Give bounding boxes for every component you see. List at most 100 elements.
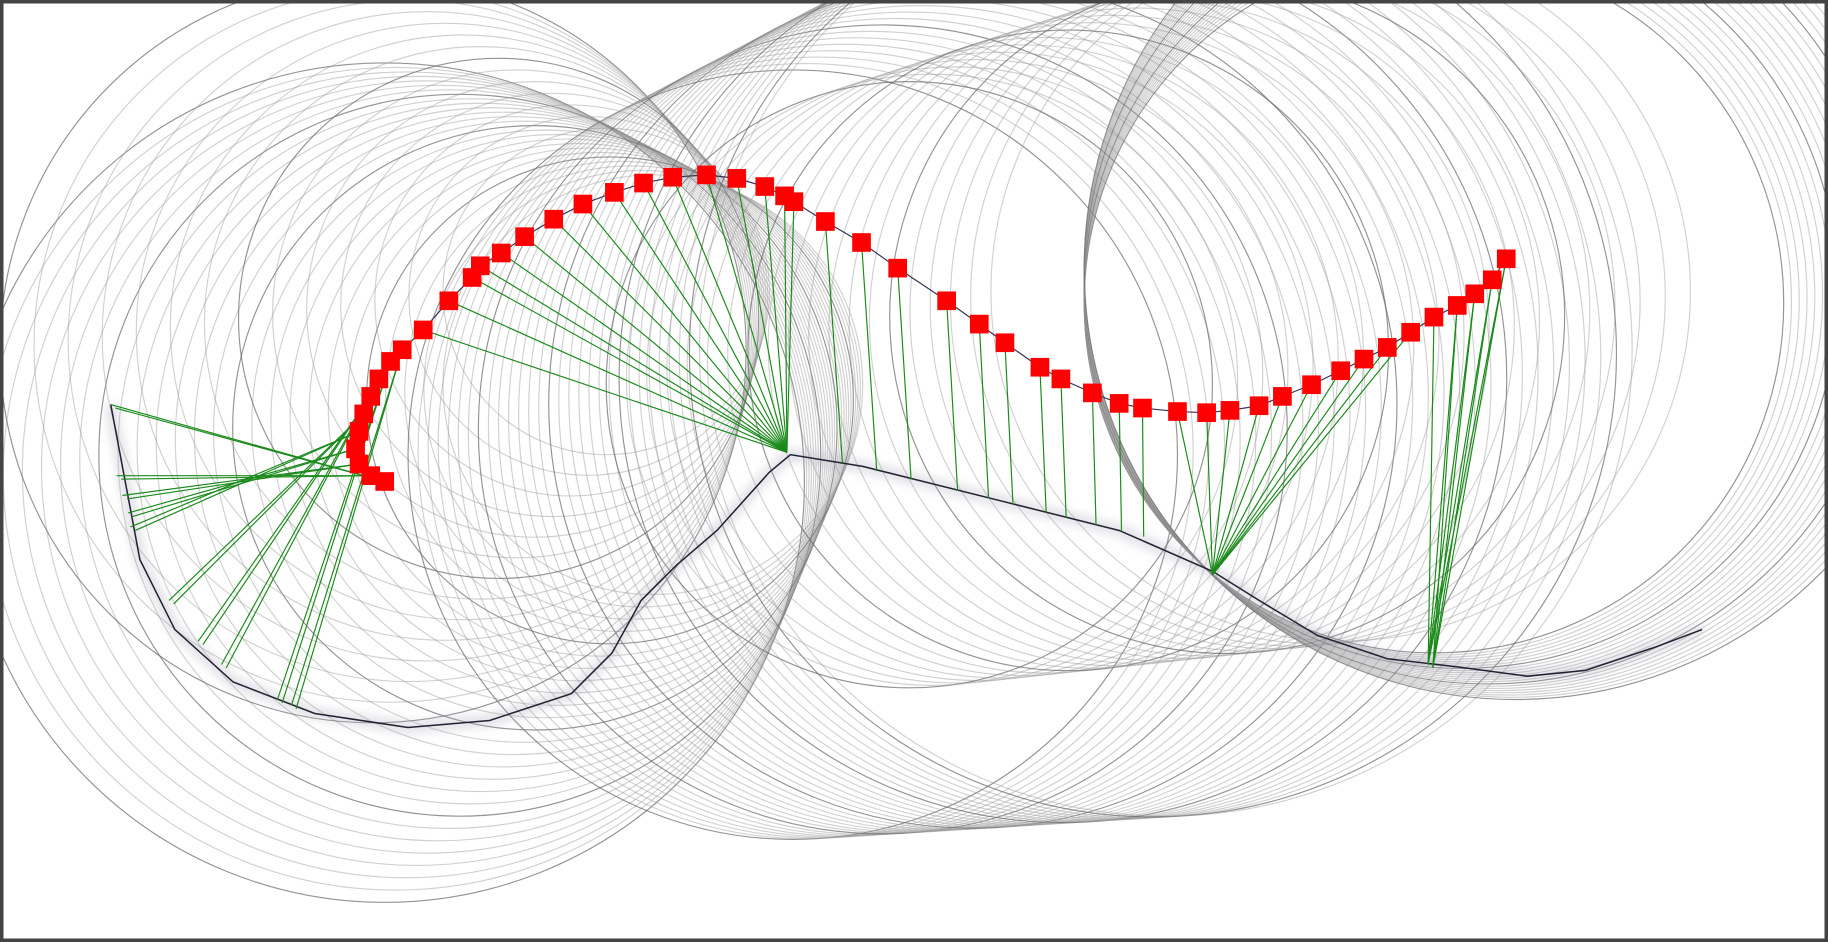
point-marker [1302,375,1321,395]
point-marker [1401,322,1420,342]
point-marker [1377,338,1397,357]
construction-circle [767,22,1415,669]
construction-circle [135,22,754,641]
construction-circle [605,81,1214,689]
point-marker [1051,369,1071,389]
link-line [1427,293,1476,665]
link-line [1211,370,1342,576]
point-marker [1109,394,1129,413]
construction-circle [237,57,760,580]
link-line [448,300,788,453]
link-line [1141,408,1145,537]
construction-circle [648,3,1555,821]
point-marker [1273,387,1292,406]
construction-circle [848,3,1515,659]
construction-circle [528,3,1367,831]
link-line [1091,392,1097,525]
construction-circle [588,3,1461,826]
link-line [1432,279,1493,669]
link-line [1427,317,1435,665]
point-marker [439,291,459,311]
link-line [1432,305,1458,669]
link-line [705,174,788,453]
point-marker [491,243,511,263]
point-marker [392,340,412,360]
point-marker [727,169,747,188]
point-marker [349,454,369,474]
link-line [1211,331,1412,576]
link-line [480,265,788,453]
point-marker [634,173,653,193]
construction-circle [578,3,1445,827]
construction-circle [340,92,765,518]
link-line [290,349,403,706]
construction-circle [3,62,805,903]
construction-circle [538,3,1382,830]
link-line [643,182,788,453]
construction-circle [427,56,1210,839]
construction-circle [203,46,758,600]
point-marker [755,177,775,196]
link-line [764,186,788,453]
construction-circle [889,3,1566,654]
construction-circle [787,14,1440,667]
construction-circle [518,3,1351,832]
point-marker [470,256,490,276]
link-line [1206,412,1214,575]
construction-circle [699,3,1633,817]
link-line [1039,367,1047,513]
point-marker [573,194,593,214]
point-marker [852,233,871,252]
link-line [173,413,365,605]
construction-circle [374,104,767,497]
construction-circle [686,51,1314,679]
link-line [134,430,360,531]
construction-circle [909,3,1591,652]
link-line [115,407,385,483]
point-marker [1447,296,1467,315]
link-line [897,268,912,480]
point-marker [697,165,716,185]
construction-circle [408,116,769,476]
point-marker [1133,398,1152,418]
link-line [423,329,788,453]
link-line [1211,358,1365,576]
construction-circle [678,3,1602,819]
construction-circle [40,80,815,854]
link-line [1427,305,1458,665]
construction-circle [548,3,1398,829]
link-line [1176,411,1214,575]
link-line [1211,384,1313,576]
point-marker [1496,249,1516,269]
construction-circle [67,3,751,683]
point-marker [1030,357,1050,377]
link-line [1118,403,1123,532]
construction-circle [638,3,1539,822]
link-line [130,430,360,528]
point-marker [1331,361,1351,381]
link-line [471,276,788,453]
construction-circle [437,50,1226,838]
point-marker [888,258,908,278]
link-line [197,396,372,642]
construction-circle [407,69,1179,840]
construction-circle [193,116,833,756]
point-layer [346,165,1516,491]
construction-circle [457,37,1257,836]
link-line [202,396,372,646]
point-marker [937,291,956,311]
construction-circle [101,11,753,662]
construction-circle [558,3,1414,828]
envelope-curve [110,404,1703,729]
link-line [1004,342,1014,505]
point-marker [349,422,369,441]
construction-circle [828,3,1490,662]
point-marker [1197,403,1216,423]
point-marker [369,369,389,389]
link-line [1427,258,1507,665]
point-marker [1465,284,1485,304]
point-marker [816,212,835,231]
construction-circle [270,134,843,706]
link-line [736,178,788,453]
